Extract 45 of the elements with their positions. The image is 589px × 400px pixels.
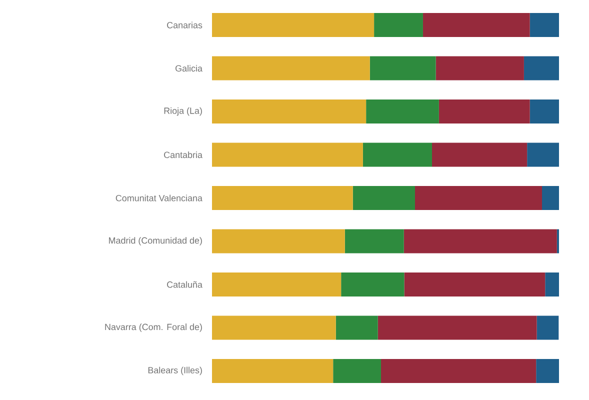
bar [524,56,560,80]
bar [212,56,370,80]
y-tick-label: Cataluña [167,281,202,288]
bar [366,100,439,124]
bar [336,316,378,340]
bar [352,186,415,210]
bar [344,229,404,254]
bar [545,272,560,296]
y-tick-label: Balears (Illes) [148,366,202,376]
bar [212,272,342,296]
y-tick-label: Galicia [176,64,202,72]
y-tick-label: Rioja (La) [164,107,202,116]
bar [212,316,336,340]
bar [527,142,560,167]
bar [374,13,423,38]
bar [212,186,353,210]
bar [536,316,559,340]
bar [530,13,560,38]
bar [432,142,528,167]
bar [542,186,560,210]
y-tick-label: Comunitat Valenciana [116,194,202,202]
bar [436,56,524,80]
bar [556,229,560,254]
bar [212,229,345,254]
bar [530,100,560,124]
bar [341,272,404,296]
y-tick-label: Cantabria [164,151,202,158]
bar [212,142,363,167]
bar [370,56,436,80]
bar [415,186,542,210]
bar [380,358,536,383]
y-tick-label: Canarias [167,22,202,28]
bar [212,358,334,383]
bar [536,358,560,383]
y-tick-label: Madrid (Comunidad de) [109,237,202,246]
y-tick-label: Navarra (Com. Foral de) [105,324,202,332]
bar [212,13,374,38]
bar [404,229,557,254]
bar [404,272,546,296]
bar [422,13,530,38]
bar [212,100,366,124]
bar [378,316,537,340]
bar [362,142,432,167]
bar [438,100,530,124]
bar [333,358,381,383]
